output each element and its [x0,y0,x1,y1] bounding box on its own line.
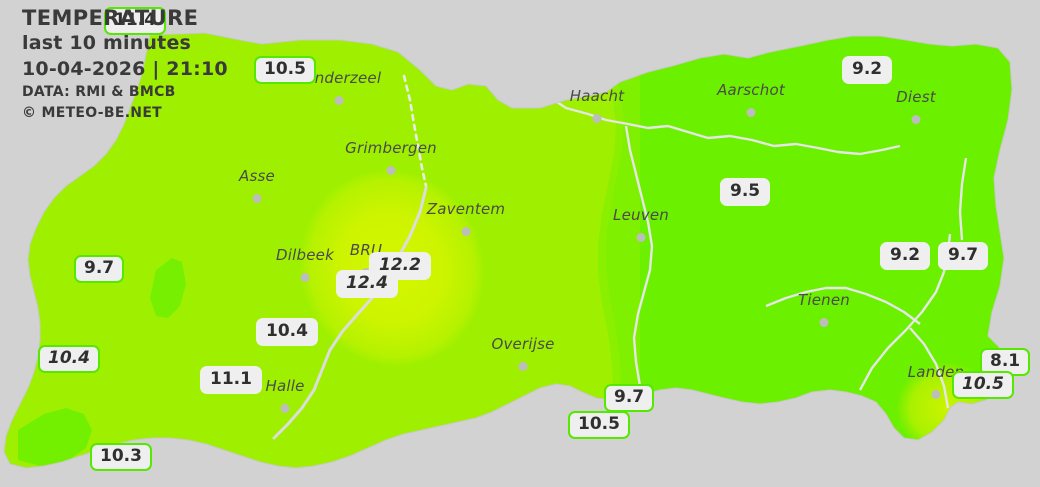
canal-line [402,74,428,188]
temperature-badge: 9.2 [880,242,931,270]
temperature-badge: 8.1 [980,348,1031,376]
temperature-badge: 10.4 [38,345,100,373]
temperature-badge: 9.2 [842,56,893,84]
temperature-badge: 12.4 [336,270,398,298]
temperature-badge: 11.1 [200,366,262,394]
administrative-boundaries [547,95,968,409]
temperature-badge: 9.7 [938,242,989,270]
temperature-badge: 9.7 [604,384,655,412]
temperature-badge: 9.7 [74,255,125,283]
temperature-badge: 11.4 [104,7,166,35]
province-outline [3,32,1013,469]
temperature-pocket-southwest [18,258,186,466]
river-line [272,186,428,440]
temperature-badge: 10.5 [952,371,1014,399]
temperature-badge: 10.5 [254,56,316,84]
temperature-badge: 10.3 [90,443,152,471]
temperature-badge: 10.4 [256,318,318,346]
temperature-badge: 10.5 [568,411,630,439]
temperature-badge: 9.5 [720,178,771,206]
temperature-band-cool [578,33,1012,468]
